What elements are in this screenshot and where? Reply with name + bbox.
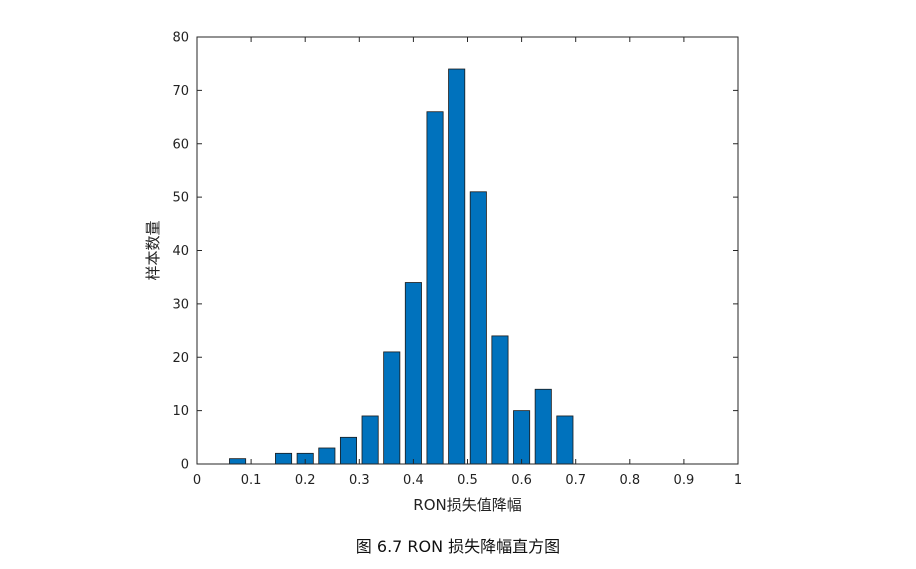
y-tick-label: 50 [172, 191, 189, 206]
histogram-bar-14 [556, 415, 574, 465]
y-tick-label: 30 [172, 297, 189, 312]
histogram-bar-9 [448, 68, 466, 465]
plot-frame [196, 36, 739, 465]
histogram-bar-1 [275, 452, 293, 465]
histogram-bar-3 [318, 447, 336, 465]
histogram-bar-6 [383, 351, 401, 465]
y-tick-label: 0 [181, 458, 189, 473]
x-tick-label: 0.8 [619, 473, 640, 488]
y-tick-label: 70 [172, 84, 189, 99]
tick-group: 0 0.1 0.2 0.3 0.4 0.5 0.6 0.7 0.8 0.9 101020304050… [172, 31, 742, 489]
y-tick-label: 60 [172, 137, 189, 152]
histogram-bar-10 [469, 191, 487, 465]
figure-caption: 图 6.7 RON 损失降幅直方图 [355, 537, 561, 556]
x-tick-label: 0.9 [674, 473, 695, 488]
x-axis-label: RON损失值降幅 [413, 496, 521, 514]
histogram-bar-13 [534, 388, 552, 465]
histogram-bar-11 [491, 335, 509, 465]
y-tick-label: 40 [172, 244, 189, 259]
bar-group [229, 68, 574, 465]
histogram-bar-0 [229, 458, 247, 465]
histogram-bar-4 [339, 436, 357, 465]
x-tick-label: 0.6 [511, 473, 532, 488]
histogram-bar-5 [361, 415, 379, 465]
x-tick-label: 0.1 [241, 473, 262, 488]
y-tick-label: 20 [172, 351, 189, 366]
x-tick-label: 0 [193, 473, 201, 488]
x-tick-label: 0.2 [295, 473, 316, 488]
y-axis-label: 样本数量 [144, 220, 162, 280]
histogram-bar-7 [404, 282, 422, 465]
y-tick-label: 80 [172, 31, 189, 46]
x-tick-label: 0.7 [565, 473, 586, 488]
x-tick-label: 0.3 [349, 473, 370, 488]
x-tick-label: 1 [734, 473, 742, 488]
y-tick-label: 10 [172, 404, 189, 419]
histogram-bar-8 [426, 111, 444, 465]
histogram-bar-12 [513, 410, 531, 465]
x-tick-label: 0.4 [403, 473, 424, 488]
x-tick-label: 0.5 [457, 473, 478, 488]
